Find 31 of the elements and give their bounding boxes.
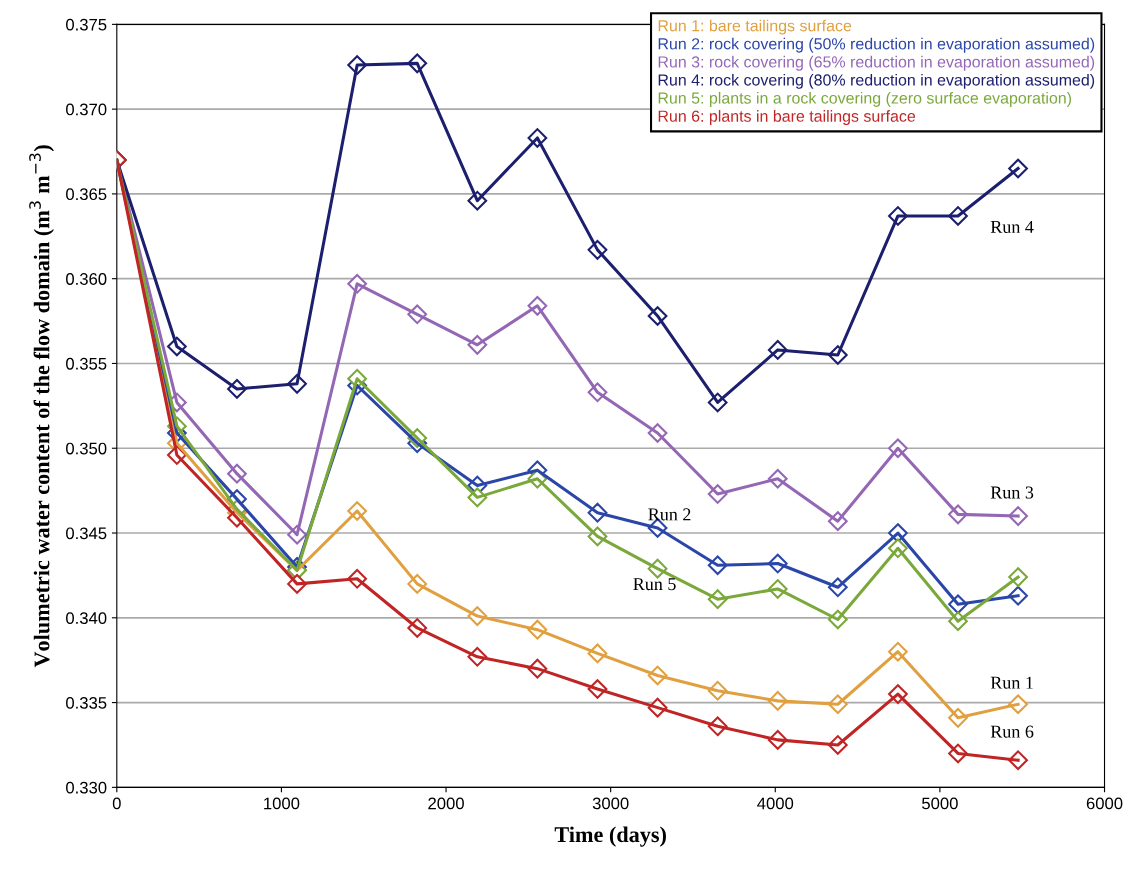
y-tick-label: 0.355	[66, 357, 107, 370]
y-tick-label: 0.365	[66, 188, 107, 201]
annotation: Run 3	[990, 486, 1034, 499]
x-tick-label: 1000	[264, 797, 300, 810]
annotation: Run 4	[990, 220, 1034, 233]
y-tick-label: 0.330	[66, 781, 107, 794]
annotation: Run 5	[633, 578, 676, 591]
text: Run 4: rock covering (80% reduction in evaporation assumed)	[658, 73, 1095, 89]
y-tick-label: 0.340	[66, 612, 107, 624]
x-tick-label: 4000	[757, 797, 794, 810]
x-axis-title: Time (days)	[554, 826, 666, 847]
x-tick-label: 5000	[922, 797, 958, 810]
text: Run 5: plants in a rock covering (zero surface evaporation)	[658, 91, 1072, 107]
annotation: Run 2	[648, 508, 691, 521]
y-tick-label: 0.370	[66, 103, 107, 116]
y-tick-label: 0.350	[66, 442, 107, 455]
text: Run 3: rock covering (65% reduction in evaporation assumed)	[658, 55, 1095, 71]
annotation: Run 1	[990, 676, 1033, 689]
x-tick-label: 2000	[428, 797, 464, 810]
text: Run 2: rock covering (50% reduction in evaporation assumed)	[658, 37, 1095, 53]
y-tick-label: 0.375	[66, 18, 107, 31]
x-tick-label: 0	[112, 797, 121, 810]
text: Run 6: plants in bare tailings surface	[658, 110, 916, 125]
x-tick-label: 3000	[592, 797, 629, 810]
text: Run 1: bare tailings surface	[658, 19, 852, 35]
y-tick-label: 0.335	[66, 696, 107, 709]
y-tick-label: 0.360	[66, 273, 107, 285]
annotation: Run 6	[990, 725, 1034, 738]
x-tick-label: 6000	[1086, 797, 1123, 810]
y-tick-label: 0.345	[66, 527, 107, 540]
y-axis-title: Volumetric water content of the flow domain (m$^{3}$ m$^{−3}$)	[29, 145, 54, 668]
